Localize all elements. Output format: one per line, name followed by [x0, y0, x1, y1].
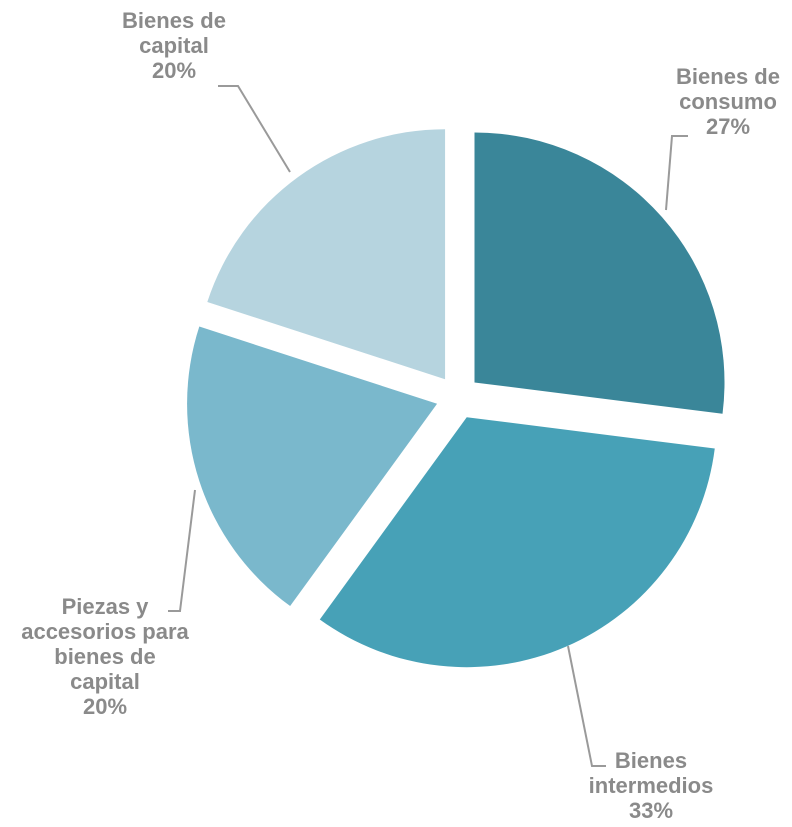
- slice-value-label: 33%: [629, 798, 673, 823]
- pie-slice: [319, 417, 715, 668]
- leader-line: [567, 645, 606, 767]
- slice-value-label: 20%: [83, 694, 127, 719]
- leader-line: [168, 489, 196, 612]
- leader-line: [665, 135, 688, 211]
- slice-name-line: bienes de: [54, 644, 155, 669]
- slice-name-line: intermedios: [589, 773, 714, 798]
- slice-name-line: Bienes de: [122, 8, 226, 33]
- slice-name-line: Bienes: [615, 748, 687, 773]
- pie-slice: [187, 326, 438, 607]
- slice-name-line: Bienes de: [676, 64, 780, 89]
- slice-name-line: capital: [139, 33, 209, 58]
- slice-name-line: capital: [70, 669, 140, 694]
- slice-value-label: 20%: [152, 58, 196, 83]
- slice-label: Piezas y accesorios para bienes de capital 2…: [21, 594, 189, 719]
- slice-value-label: 27%: [706, 114, 750, 139]
- slice-name-line: accesorios para: [21, 619, 189, 644]
- leader-line: [218, 85, 291, 173]
- slice-name-line: consumo: [679, 89, 777, 114]
- pie-slice: [474, 132, 725, 414]
- slice-label: Bienes de capital 20%: [122, 8, 226, 83]
- slice-label: Bienes intermedios 33%: [589, 748, 714, 823]
- pie-slice: [207, 129, 446, 380]
- slice-name-line: Piezas y: [62, 594, 150, 619]
- slice-label: Bienes de consumo 27%: [676, 64, 780, 139]
